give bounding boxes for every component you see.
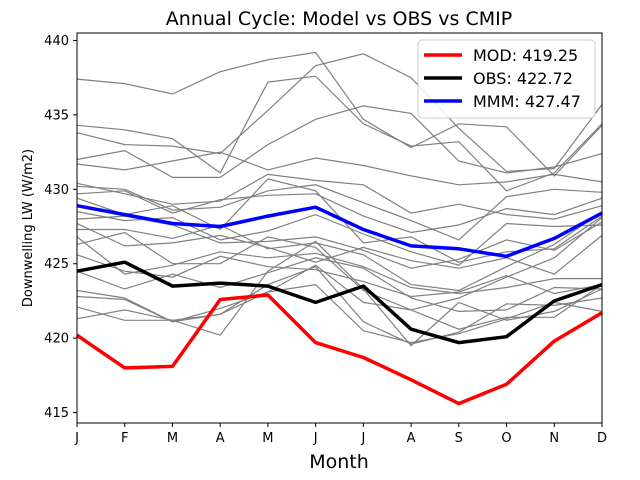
cmip-line-6 — [76, 173, 603, 220]
legend: MOD: 419.25 OBS: 422.72 MMM: 427.47 — [417, 39, 596, 119]
y-tick-label: 435 — [44, 108, 69, 123]
y-tick-label: 440 — [44, 34, 69, 49]
series-line-mod — [76, 293, 603, 406]
cmip-line-17 — [76, 257, 603, 313]
legend-label-obs: OBS: 422.72 — [473, 69, 573, 88]
y-tick-label: 415 — [44, 406, 69, 421]
y-tick-label: 425 — [44, 257, 69, 272]
chart-title: Annual Cycle: Model vs OBS vs CMIP — [166, 8, 512, 30]
cmip-line-20 — [76, 240, 603, 347]
series-line-mmm — [76, 203, 603, 259]
y-axis: 415 420 425 430 435 440 — [44, 34, 77, 421]
cmip-line-12 — [77, 211, 603, 292]
x-tick-label: S — [455, 431, 463, 446]
cmip-line-13 — [76, 217, 603, 311]
x-tick-label: N — [549, 431, 559, 446]
cmip-line-5 — [76, 151, 603, 186]
x-tick-label: M — [167, 431, 178, 446]
cmip-lines-group — [76, 51, 603, 347]
x-tick-label: F — [121, 431, 128, 446]
y-tick-label: 430 — [44, 183, 69, 198]
y-tick-label: 420 — [44, 332, 69, 347]
y-axis-label: Downwelling LW (W/m2) — [21, 149, 36, 307]
cmip-line-8 — [76, 190, 603, 234]
cmip-line-1 — [76, 51, 603, 177]
cmip-line-14 — [76, 222, 603, 275]
legend-label-mmm: MMM: 427.47 — [473, 92, 581, 111]
x-tick-label: A — [407, 431, 416, 446]
main-lines-group — [76, 203, 603, 406]
cmip-line-2 — [76, 75, 603, 192]
x-tick-label: J — [360, 431, 365, 446]
legend-box — [417, 39, 596, 119]
x-tick-label: J — [74, 431, 79, 446]
series-line-obs — [76, 260, 603, 345]
cmip-line-3 — [76, 53, 603, 173]
plot-frame — [76, 32, 603, 424]
x-tick-label: J — [313, 431, 318, 446]
cmip-line-15 — [76, 236, 602, 295]
x-tick-label: O — [501, 431, 511, 446]
cmip-line-10 — [76, 211, 603, 266]
x-axis-label: Month — [309, 451, 369, 473]
x-tick-label: M — [262, 431, 273, 446]
legend-label-mod: MOD: 419.25 — [473, 46, 578, 65]
x-tick-label: A — [216, 431, 225, 446]
cmip-line-21 — [76, 283, 603, 344]
cmip-line-4 — [76, 105, 603, 178]
x-tick-label: D — [597, 431, 607, 446]
